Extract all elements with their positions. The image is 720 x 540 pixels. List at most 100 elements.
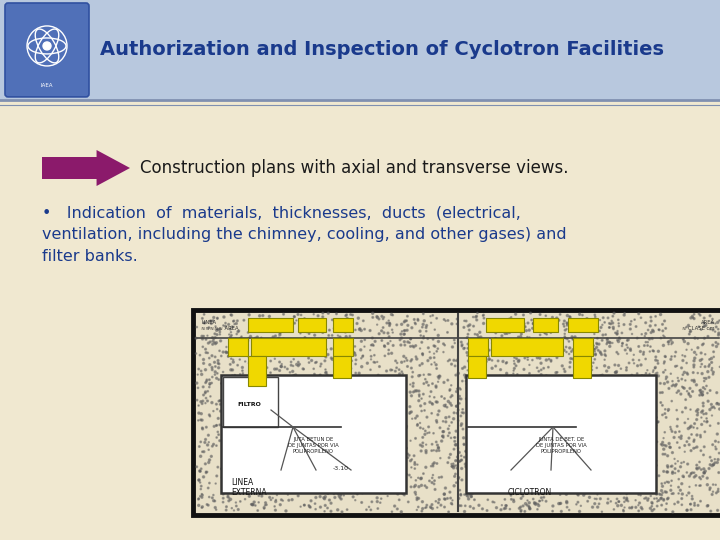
Point bbox=[615, 416, 626, 425]
Point bbox=[415, 402, 426, 410]
Point bbox=[642, 458, 654, 467]
Point bbox=[547, 502, 559, 510]
Point bbox=[248, 439, 260, 448]
Point bbox=[278, 335, 289, 343]
Point bbox=[340, 312, 351, 320]
Point bbox=[251, 384, 263, 393]
Point bbox=[587, 394, 598, 402]
Point bbox=[482, 495, 494, 504]
Point bbox=[685, 327, 696, 335]
Point bbox=[195, 415, 207, 424]
Point bbox=[398, 403, 410, 411]
Point bbox=[194, 467, 206, 476]
Point bbox=[294, 384, 306, 393]
Point bbox=[278, 341, 289, 350]
Point bbox=[657, 327, 669, 335]
Point bbox=[298, 390, 310, 399]
Point bbox=[446, 462, 458, 471]
Point bbox=[428, 446, 439, 455]
Point bbox=[344, 319, 356, 328]
Point bbox=[657, 441, 668, 449]
Point bbox=[656, 487, 667, 495]
Point bbox=[698, 469, 710, 477]
Point bbox=[650, 483, 662, 491]
Point bbox=[346, 470, 358, 478]
Point bbox=[524, 415, 536, 423]
Point bbox=[498, 326, 510, 335]
Point bbox=[456, 408, 468, 417]
Point bbox=[416, 407, 428, 415]
Point bbox=[197, 416, 208, 424]
Point bbox=[269, 483, 281, 492]
Point bbox=[528, 498, 540, 507]
Point bbox=[290, 424, 302, 433]
Point bbox=[390, 393, 401, 402]
Point bbox=[333, 428, 345, 437]
Point bbox=[408, 379, 419, 388]
Point bbox=[385, 366, 397, 374]
Point bbox=[392, 504, 403, 513]
Point bbox=[387, 341, 399, 350]
Point bbox=[648, 366, 660, 375]
Point bbox=[681, 491, 693, 500]
Point bbox=[660, 324, 672, 333]
Point bbox=[330, 427, 342, 435]
Point bbox=[386, 508, 397, 516]
Point bbox=[524, 504, 536, 513]
Point bbox=[490, 385, 501, 394]
Point bbox=[603, 402, 614, 411]
Point bbox=[510, 404, 522, 413]
Point bbox=[253, 357, 265, 366]
Point bbox=[225, 412, 237, 421]
Point bbox=[629, 448, 641, 456]
Point bbox=[497, 407, 508, 416]
Point bbox=[317, 376, 328, 384]
Point bbox=[377, 387, 388, 396]
Point bbox=[698, 464, 710, 473]
Point bbox=[585, 342, 597, 351]
Point bbox=[397, 433, 409, 442]
Point bbox=[470, 313, 482, 321]
Point bbox=[696, 390, 708, 399]
Point bbox=[372, 371, 384, 380]
Point bbox=[477, 426, 488, 435]
Point bbox=[687, 387, 698, 396]
Point bbox=[246, 457, 257, 465]
Point bbox=[355, 378, 366, 387]
Point bbox=[233, 485, 244, 494]
Point bbox=[251, 463, 263, 472]
Point bbox=[405, 357, 417, 366]
Point bbox=[599, 361, 611, 370]
Point bbox=[271, 364, 282, 373]
Point bbox=[348, 401, 359, 410]
Point bbox=[634, 394, 645, 402]
Point bbox=[695, 386, 706, 394]
Point bbox=[495, 505, 507, 514]
Point bbox=[665, 336, 677, 345]
Point bbox=[577, 433, 588, 441]
Point bbox=[591, 339, 603, 348]
Point bbox=[228, 335, 239, 343]
Point bbox=[287, 472, 298, 481]
Point bbox=[699, 428, 711, 436]
Point bbox=[712, 455, 720, 464]
Point bbox=[365, 366, 377, 374]
Point bbox=[504, 505, 516, 514]
Point bbox=[274, 458, 285, 467]
Point bbox=[670, 348, 681, 356]
Point bbox=[479, 414, 490, 422]
Point bbox=[473, 343, 485, 352]
Point bbox=[662, 338, 674, 346]
Point bbox=[243, 334, 254, 342]
Point bbox=[711, 388, 720, 397]
Point bbox=[302, 453, 313, 461]
Point bbox=[588, 359, 599, 367]
Point bbox=[426, 360, 437, 369]
Point bbox=[490, 329, 502, 338]
Point bbox=[382, 339, 394, 348]
Point bbox=[679, 352, 690, 361]
Point bbox=[473, 423, 485, 432]
Point bbox=[395, 455, 406, 463]
Point bbox=[538, 493, 549, 502]
Point bbox=[321, 345, 333, 354]
